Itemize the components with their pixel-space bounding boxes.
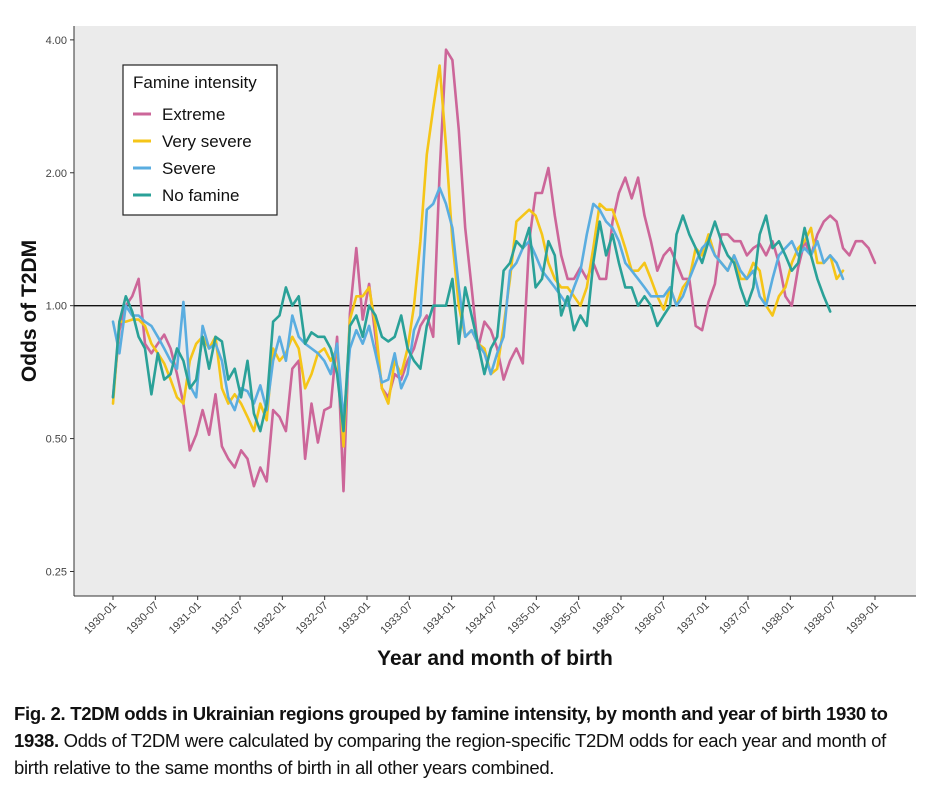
x-axis-title: Year and month of birth bbox=[377, 647, 613, 670]
x-tick-label: 1938-07 bbox=[802, 600, 839, 637]
x-tick-label: 1936-07 bbox=[632, 600, 669, 637]
caption-title: Fig. 2. T2DM odds in Ukrainian regions g… bbox=[14, 703, 888, 751]
series-line-no-famine bbox=[111, 214, 832, 433]
x-axis: 1930-01 1930-07 1931-01 1931-07 1932-01 1932-… bbox=[74, 595, 916, 637]
y-tick-label: 1.00 bbox=[46, 301, 67, 313]
y-tick-label: 2.00 bbox=[46, 168, 67, 180]
x-tick-label: 1936-01 bbox=[590, 600, 627, 637]
x-tick-label: 1932-01 bbox=[251, 600, 288, 637]
y-axis: 4.00 2.00 1.00 0.50 0.25 bbox=[46, 26, 75, 596]
legend-label: No famine bbox=[162, 186, 239, 205]
legend: Famine intensity Extreme Very severe Sever… bbox=[122, 64, 278, 216]
x-tick-label: 1933-01 bbox=[336, 600, 373, 637]
caption-text: Odds of T2DM were calculated by comparin… bbox=[14, 730, 887, 778]
x-tick-label: 1934-07 bbox=[463, 600, 500, 637]
legend-label: Extreme bbox=[162, 105, 225, 124]
x-tick-label: 1938-01 bbox=[759, 600, 796, 637]
x-tick-label: 1935-07 bbox=[548, 600, 585, 637]
x-tick-label: 1930-01 bbox=[82, 600, 119, 637]
chart: 4.002.001.000.500.25 1930-01 1930-07 1931-… bbox=[18, 26, 916, 670]
legend-title: Famine intensity bbox=[133, 73, 257, 92]
figure-caption: Fig. 2. T2DM odds in Ukrainian regions g… bbox=[14, 700, 924, 781]
x-tick-label: 1930-07 bbox=[124, 600, 161, 637]
series-lines bbox=[111, 48, 877, 493]
x-tick-label: 1935-01 bbox=[505, 600, 542, 637]
series-line-extreme bbox=[111, 48, 877, 493]
legend-items: Extreme Very severe Severe No famine bbox=[133, 105, 252, 205]
legend-label: Very severe bbox=[162, 132, 252, 151]
x-tick-label: 1932-07 bbox=[294, 600, 331, 637]
x-tick-label: 1933-07 bbox=[378, 600, 415, 637]
legend-label: Severe bbox=[162, 159, 216, 178]
x-tick-label: 1931-07 bbox=[209, 600, 246, 637]
y-tick-label: 4.00 bbox=[46, 35, 67, 47]
y-tick-label: 0.25 bbox=[46, 566, 67, 578]
y-tick-label: 0.50 bbox=[46, 434, 67, 446]
y-axis-title: Odds of T2DM bbox=[18, 240, 41, 382]
x-tick-label: 1937-01 bbox=[675, 600, 712, 637]
x-tick-label: 1937-07 bbox=[717, 600, 754, 637]
x-tick-label: 1939-01 bbox=[844, 600, 881, 637]
x-tick-label: 1934-01 bbox=[421, 600, 458, 637]
x-tick-label: 1931-01 bbox=[167, 600, 204, 637]
